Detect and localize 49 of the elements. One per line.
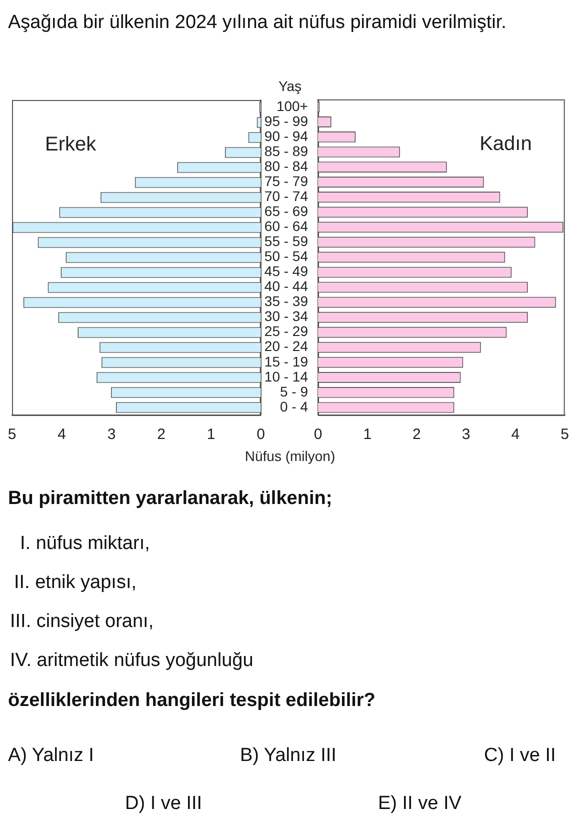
y-tick-label: 10 - 14 xyxy=(264,368,308,384)
y-tick-label: 35 - 39 xyxy=(264,293,308,310)
x-tick-label: 1 xyxy=(363,426,372,444)
x-tick-label: 5 xyxy=(560,426,569,444)
y-tick-label: 75 - 79 xyxy=(264,172,308,189)
text: Bu piramitten yararlanarak, ülkenin; xyxy=(8,488,332,510)
x-tick-label: 3 xyxy=(462,426,470,444)
y-tick-label: 90 - 94 xyxy=(264,128,308,144)
text: I. nüfus miktarı, xyxy=(20,533,150,555)
y-tick-label: 95 - 99 xyxy=(264,112,308,129)
series-label: Erkek xyxy=(45,134,98,156)
x-tick-label: 2 xyxy=(157,426,166,444)
series-label: Kadın xyxy=(480,132,532,155)
text: E) II ve IV xyxy=(378,793,462,815)
text: özelliklerinden hangileri tespit edilebilir? xyxy=(8,690,376,712)
y-tick-label: 40 - 44 xyxy=(264,278,308,294)
y-tick-label: 0 - 4 xyxy=(280,398,308,414)
x-tick-label: 0 xyxy=(256,426,265,444)
y-tick-label: 15 - 19 xyxy=(264,353,308,370)
text: II. etnik yapısı, xyxy=(14,572,136,594)
x-tick-label: 4 xyxy=(58,426,66,444)
y-tick-label: 50 - 54 xyxy=(264,248,308,264)
x-tick-label: 0 xyxy=(314,426,322,444)
x-tick-label: 5 xyxy=(8,426,16,444)
y-tick-label: 30 - 34 xyxy=(264,308,308,324)
y-tick-label: 65 - 69 xyxy=(264,202,308,219)
y-tick-label: 60 - 64 xyxy=(264,218,308,234)
text: IV. aritmetik nüfus yoğunluğu xyxy=(10,650,254,672)
x-axis-title: Nüfus (milyon) xyxy=(244,448,336,464)
text: A) Yalnız I xyxy=(8,745,94,767)
x-tick-label: 2 xyxy=(412,426,421,444)
y-tick-label: 20 - 24 xyxy=(264,338,308,354)
y-tick-label: 55 - 59 xyxy=(264,233,308,250)
text: D) I ve III xyxy=(125,793,202,815)
x-tick-label: 3 xyxy=(107,426,116,444)
y-tick-label: 45 - 49 xyxy=(264,263,308,280)
y-tick-label: 25 - 29 xyxy=(264,323,308,340)
text: B) Yalnız III xyxy=(240,745,336,767)
x-tick-label: 4 xyxy=(511,426,520,444)
y-axis-title: Yaş xyxy=(277,78,303,94)
text: III. cinsiyet oranı, xyxy=(10,611,154,633)
y-tick-label: 70 - 74 xyxy=(264,188,308,204)
text: C) I ve II xyxy=(484,745,556,767)
y-tick-label: 5 - 9 xyxy=(280,383,308,400)
x-tick-label: 1 xyxy=(206,426,216,444)
y-tick-label: 100+ xyxy=(276,98,308,114)
chart-title: Aşağıda bir ülkenin 2024 yılına ait nüfus piramidi verilmiştir. xyxy=(8,11,508,35)
y-tick-label: 85 - 89 xyxy=(264,142,308,159)
y-tick-label: 80 - 84 xyxy=(264,158,308,174)
